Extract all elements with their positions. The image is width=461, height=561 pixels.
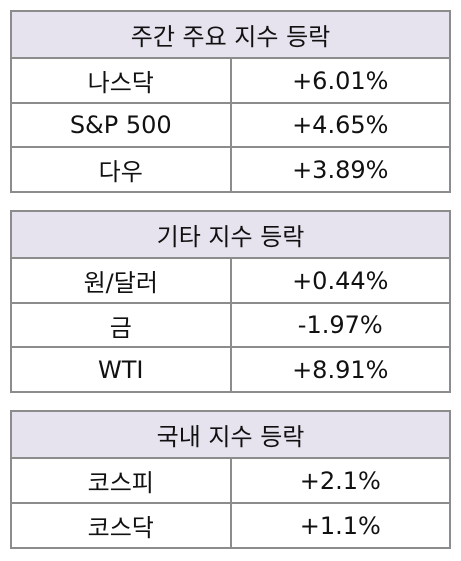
index-change: +0.44%	[229, 257, 451, 304]
index-name: 코스피	[10, 457, 232, 504]
index-change: -1.97%	[229, 302, 451, 348]
table-row: 나스닥 +6.01%	[10, 57, 451, 104]
index-name: WTI	[10, 346, 232, 393]
table-row: 금 -1.97%	[10, 302, 451, 348]
index-change: +2.1%	[229, 457, 451, 504]
index-change: +8.91%	[229, 346, 451, 393]
table-row: 다우 +3.89%	[10, 146, 451, 193]
index-name: 다우	[10, 146, 232, 193]
table-title: 주간 주요 지수 등락	[10, 10, 451, 59]
table-title: 기타 지수 등락	[10, 210, 451, 259]
table-row: 코스피 +2.1%	[10, 457, 451, 504]
index-name: 금	[10, 302, 232, 348]
index-name: 원/달러	[10, 257, 232, 304]
index-name: 나스닥	[10, 57, 232, 104]
table-row: 코스닥 +1.1%	[10, 502, 451, 549]
table-row: WTI +8.91%	[10, 346, 451, 393]
index-name: 코스닥	[10, 502, 232, 549]
table-title: 국내 지수 등락	[10, 410, 451, 459]
weekly-major-index-table: 주간 주요 지수 등락 나스닥 +6.01% S&P 500 +4.65% 다우…	[10, 10, 451, 193]
index-change: +4.65%	[229, 102, 451, 148]
table-row: 원/달러 +0.44%	[10, 257, 451, 304]
other-index-table: 기타 지수 등락 원/달러 +0.44% 금 -1.97% WTI +8.91%	[10, 210, 451, 393]
table-row: S&P 500 +4.65%	[10, 102, 451, 148]
index-change: +3.89%	[229, 146, 451, 193]
index-name: S&P 500	[10, 102, 232, 148]
domestic-index-table: 국내 지수 등락 코스피 +2.1% 코스닥 +1.1%	[10, 410, 451, 549]
index-change: +6.01%	[229, 57, 451, 104]
index-change: +1.1%	[229, 502, 451, 549]
